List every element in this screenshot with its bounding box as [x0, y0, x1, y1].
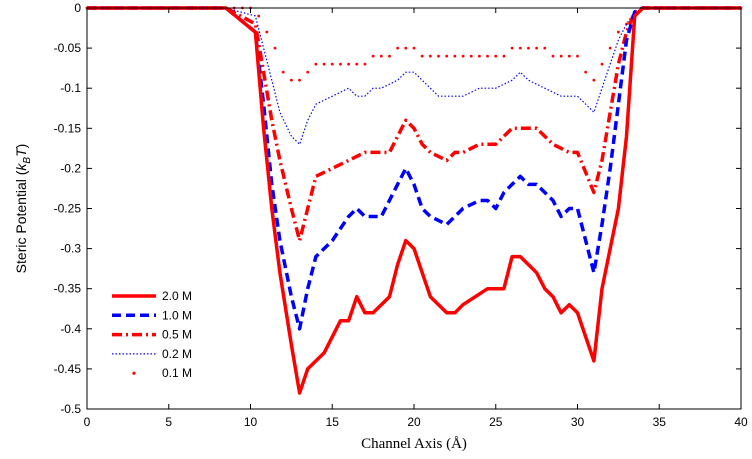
series-0-1-m-point	[437, 55, 440, 58]
series-0-1-m-point	[560, 55, 563, 58]
legend-label-2-0-m: 2.0 M	[162, 289, 192, 303]
x-tick-label: 40	[734, 415, 748, 429]
series-0-1-m-point	[576, 55, 579, 58]
y-axis-label-close: )	[13, 144, 29, 149]
y-tick-label: -0.25	[54, 202, 82, 216]
y-tick-label: -0.2	[60, 161, 81, 175]
series-0-1-m-point	[511, 47, 514, 50]
series-0-1-m-point	[592, 79, 595, 82]
series-0-1-m-point	[265, 31, 268, 34]
x-tick-label: 5	[165, 415, 172, 429]
x-tick-label: 35	[653, 415, 667, 429]
series-0-1-m-point	[519, 47, 522, 50]
x-tick-label: 20	[407, 415, 421, 429]
series-0-1-m-point	[543, 47, 546, 50]
series-0-1-m-point	[404, 47, 407, 50]
series-0-1-m-point	[453, 55, 456, 58]
y-tick-label: -0.1	[60, 81, 81, 95]
series-0-1-m-point	[486, 55, 489, 58]
series-0-1-m-point	[584, 71, 587, 74]
y-tick-label: -0.05	[54, 41, 82, 55]
series-0-1-m-point	[331, 63, 334, 66]
x-axis-label: Channel Axis (Å)	[361, 436, 467, 452]
y-tick-label: -0.4	[60, 322, 81, 336]
series-0-1-m-point	[494, 55, 497, 58]
series-0-1-m-point	[298, 79, 301, 82]
series-0-1-m-point	[282, 71, 285, 74]
series-0-1-m-point	[372, 55, 375, 58]
series-0-1-m-point	[503, 55, 506, 58]
series-0-1-m-point	[470, 55, 473, 58]
series-0-1-m-point	[413, 47, 416, 50]
series-0-1-m-point	[601, 63, 604, 66]
series-0-1-m-point	[380, 55, 383, 58]
series-0-1-m-point	[445, 55, 448, 58]
series-0-1-m-point	[257, 15, 260, 18]
y-tick-label: -0.35	[54, 282, 82, 296]
series-0-1-m-point	[339, 63, 342, 66]
series-0-1-m-point	[388, 55, 391, 58]
series-0-1-m-point	[306, 71, 309, 74]
y-tick-label: -0.45	[54, 362, 82, 376]
legend-label-0-5-m: 0.5 M	[162, 328, 192, 342]
series-0-1-m-point	[355, 63, 358, 66]
y-tick-label: -0.15	[54, 121, 82, 135]
x-tick-label: 0	[84, 415, 91, 429]
series-0-1-m-point	[535, 47, 538, 50]
legend-swatch-0-1-m	[132, 372, 135, 375]
y-axis-label-main: Steric Potential (	[13, 170, 29, 273]
x-tick-label: 10	[244, 415, 258, 429]
series-0-1-m-point	[552, 55, 555, 58]
series-0-1-m-point	[421, 55, 424, 58]
series-0-1-m-point	[527, 47, 530, 50]
x-tick-label: 25	[489, 415, 503, 429]
series-0-1-m-point	[617, 31, 620, 34]
series-0-1-m-point	[274, 47, 277, 50]
legend-label-0-2-m: 0.2 M	[162, 347, 192, 361]
series-0-1-m-point	[568, 55, 571, 58]
x-tick-label: 30	[571, 415, 585, 429]
x-tick-label: 15	[326, 415, 340, 429]
series-0-1-m-point	[462, 55, 465, 58]
y-tick-label: -0.3	[60, 242, 81, 256]
legend-label-0-1-m: 0.1 M	[162, 366, 192, 380]
y-tick-label: 0	[74, 1, 81, 15]
series-0-1-m-point	[396, 47, 399, 50]
series-0-1-m-point	[290, 79, 293, 82]
series-0-1-m-point	[609, 47, 612, 50]
series-0-1-m-point	[347, 63, 350, 66]
series-0-1-m-point	[429, 55, 432, 58]
legend-label-1-0-m: 1.0 M	[162, 308, 192, 322]
y-tick-label: -0.5	[60, 402, 81, 416]
series-0-1-m-point	[478, 55, 481, 58]
series-0-1-m-point	[323, 63, 326, 66]
series-0-1-m-point	[315, 63, 318, 66]
series-0-1-m-point	[364, 63, 367, 66]
